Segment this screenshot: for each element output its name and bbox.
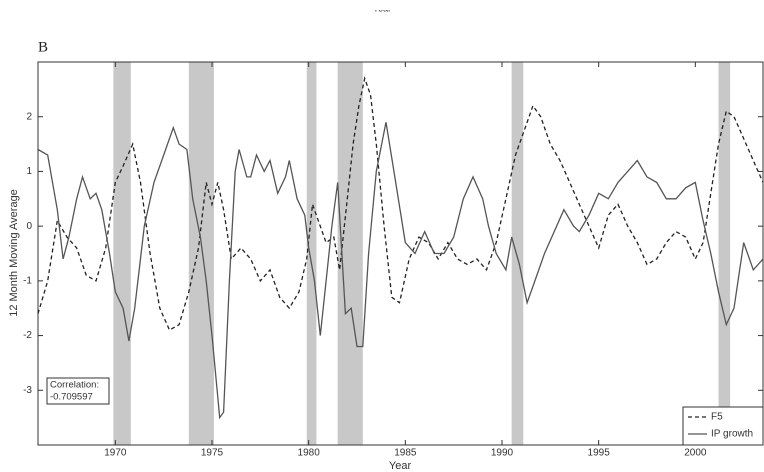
annotation-text: -0.709597 [50,392,93,403]
legend-box [682,406,764,446]
annotation-box [46,377,110,405]
recession-band [718,62,731,445]
plot-frame [37,61,764,446]
recession-band [306,62,317,445]
annotation-text: Correlation: [50,380,99,391]
y-tick-label: -2 [23,330,32,341]
y-tick-label: -3 [23,385,32,396]
clip-mask [0,0,764,10]
y-tick-label: 1 [26,166,32,177]
legend-label: F5 [711,412,723,423]
x-tick-label: 1970 [104,448,127,459]
y-axis-label: 12 Month Moving Average [8,189,20,317]
recession-band [511,62,524,445]
x-tick-label: 1985 [394,448,417,459]
recession-band [113,62,131,445]
x-tick-label: 1995 [588,448,611,459]
x-axis-label: Year [389,460,412,472]
x-tick-label: 1990 [491,448,514,459]
recession-band [188,62,214,445]
x-tick-label: 2000 [684,448,707,459]
panel-label: B [38,39,48,55]
plot-background [38,62,763,445]
x-tick-label: 1975 [201,448,224,459]
y-tick-label: 0 [26,221,32,232]
x-tick-label: 1980 [298,448,321,459]
y-tick-label: 2 [26,111,32,122]
y-tick-label: -1 [23,275,32,286]
series-line [37,76,764,332]
legend-label: IP growth [711,429,753,440]
series-line [37,122,764,420]
